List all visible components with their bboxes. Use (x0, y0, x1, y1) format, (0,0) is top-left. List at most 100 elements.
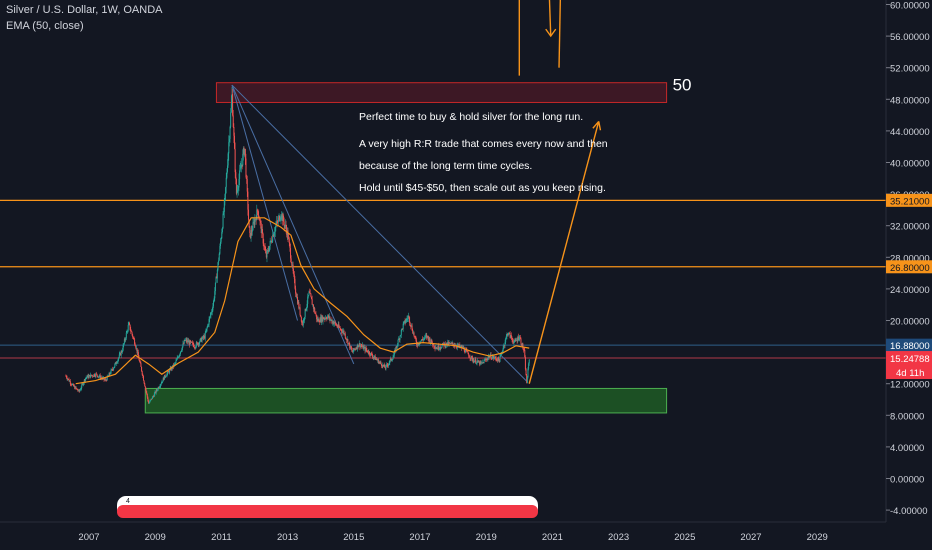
candle-body (338, 324, 340, 328)
candle-body (496, 359, 498, 362)
candle-body (184, 340, 186, 341)
candle-body (474, 359, 476, 362)
candle-body (211, 311, 213, 313)
candle-body (335, 325, 337, 326)
candle-body (97, 375, 99, 378)
candle-body (312, 304, 314, 306)
candle-body (137, 352, 139, 354)
candle-body (257, 211, 259, 216)
candle-body (266, 251, 268, 258)
candle-body (418, 343, 420, 345)
candle-body (187, 340, 189, 343)
candle-body (183, 343, 185, 345)
candle-body (505, 338, 507, 343)
candle-body (445, 345, 447, 347)
candle-body (100, 377, 102, 379)
navigator-fill (117, 505, 538, 518)
candle-body (70, 383, 72, 385)
candle-body (74, 385, 76, 389)
y-tick-label: 28.00000 (890, 253, 930, 264)
candle-body (162, 377, 164, 382)
candle-body (76, 388, 78, 390)
candle-body (321, 316, 323, 322)
candle-body (65, 375, 67, 377)
candle-body (310, 293, 312, 297)
candle-body (507, 334, 509, 335)
candle-body (396, 344, 398, 347)
candle-body (113, 366, 115, 369)
candle-body (337, 324, 339, 327)
candle-body (204, 332, 206, 339)
candle-body (316, 319, 318, 320)
candle-body (276, 221, 278, 226)
candle-body (283, 215, 285, 222)
candle-body (304, 317, 306, 320)
candle-body (428, 337, 430, 341)
candle-body (228, 142, 230, 154)
candle-body (179, 351, 181, 355)
candle-body (111, 369, 113, 370)
navigator-bar[interactable] (117, 496, 538, 518)
candle-body (510, 335, 512, 338)
candle-body (342, 331, 344, 333)
candle-body (256, 209, 258, 212)
candle-body (347, 339, 349, 345)
candle-body (224, 194, 226, 201)
candle-body (68, 378, 70, 382)
candle-body (512, 339, 514, 342)
candle-body (313, 308, 315, 310)
annotation-line-3: because of the long term time cycles. (359, 160, 532, 172)
candle-body (244, 148, 246, 159)
candle-body (402, 328, 404, 330)
candle-body (91, 375, 93, 377)
candle-body (434, 347, 436, 349)
candle-body (116, 362, 118, 364)
candle-body (493, 356, 495, 359)
candle-body (389, 360, 391, 363)
candle-body (126, 330, 128, 333)
candle-body (213, 300, 215, 307)
candle-body (265, 252, 267, 258)
candle-body (255, 218, 257, 220)
candle-body (514, 339, 516, 341)
candle-body (354, 348, 356, 350)
candle-body (135, 346, 137, 349)
candle-body (237, 189, 239, 191)
candle-body (421, 339, 423, 341)
candle-body (356, 348, 358, 350)
candle-body (457, 344, 459, 346)
candle-body (458, 344, 460, 347)
support-zone (144, 387, 668, 414)
candle-body (121, 350, 123, 353)
candle-body (117, 359, 119, 363)
candle-body (251, 230, 253, 232)
candle-body (417, 342, 419, 346)
candle-body (238, 179, 240, 188)
candle-body (358, 345, 360, 348)
candle-body (220, 241, 222, 247)
candle-body (496, 359, 498, 361)
candle-body (424, 336, 426, 339)
candle-body (495, 358, 497, 360)
candle-body (384, 364, 386, 368)
candle-body (436, 348, 438, 350)
candle-body (263, 246, 265, 247)
candle-body (142, 375, 144, 381)
candle-body (475, 363, 477, 365)
candle-body (234, 148, 236, 173)
candle-body (302, 320, 304, 326)
candle-body (309, 291, 311, 293)
candle-body (295, 288, 297, 294)
candle-body (491, 358, 493, 360)
candle-body (305, 308, 307, 311)
candle-body (528, 359, 530, 364)
candle-body (442, 342, 444, 344)
candle-body (163, 377, 165, 380)
candle-body (485, 359, 487, 360)
candle-body (336, 325, 338, 327)
candle-body (386, 364, 388, 366)
projection-arrow-head (592, 120, 600, 129)
candle-body (214, 282, 216, 292)
candle-body (264, 246, 266, 251)
